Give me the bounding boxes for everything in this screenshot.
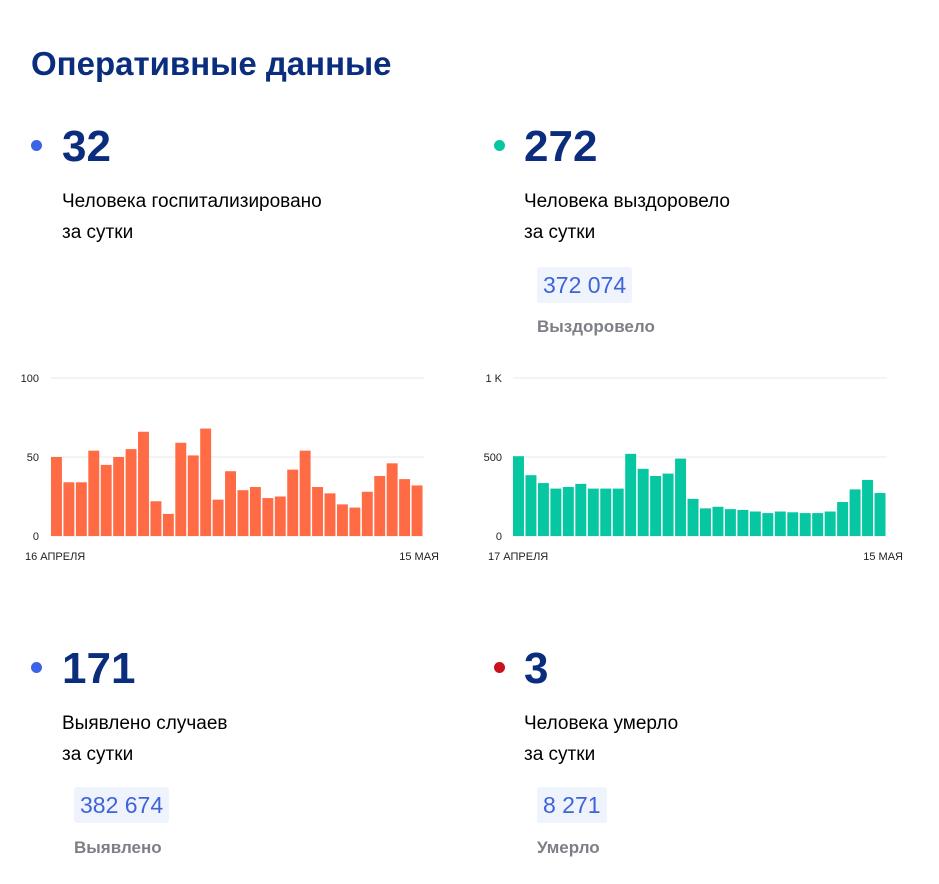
bar [625, 453, 637, 536]
bar [513, 456, 524, 536]
bar [537, 483, 549, 536]
hospitalized-description-line2: за сутки [62, 222, 134, 243]
bar [187, 455, 199, 536]
bar [324, 493, 336, 536]
y-tick-label: 500 [484, 452, 502, 464]
bar [125, 449, 137, 536]
bar [550, 488, 562, 536]
bar [51, 457, 62, 536]
bar [88, 450, 100, 536]
bar [749, 511, 761, 536]
bar [75, 482, 87, 536]
detected-description-line2: за сутки [62, 744, 134, 765]
died-description: Человека умерло за сутки [524, 708, 678, 770]
bar [299, 450, 311, 536]
bar [662, 473, 674, 536]
bar [575, 483, 587, 536]
bar [100, 464, 112, 536]
detected-dot-icon [31, 662, 42, 673]
bar [138, 431, 149, 536]
bar [212, 499, 224, 536]
bar [849, 489, 861, 536]
bar [737, 509, 749, 536]
bar [675, 458, 687, 536]
bar [150, 501, 162, 536]
y-tick-label: 50 [27, 452, 39, 464]
y-tick-label: 0 [496, 531, 502, 543]
x-start-label: 17 АПРЕЛЯ [488, 551, 548, 563]
bar [874, 493, 886, 536]
bar [650, 475, 662, 536]
recovered-total-label: Выздоровело [537, 317, 655, 336]
bar [687, 498, 699, 536]
bar [700, 508, 711, 536]
bar [562, 487, 574, 536]
bar [262, 498, 274, 536]
recovered-bar-chart: 0 500 1 K 17 АПРЕЛЯ 15 МАЯ [484, 373, 903, 563]
bar [162, 513, 174, 536]
recovered-description: Человека выздоровело за сутки [524, 186, 730, 248]
bar [200, 428, 212, 536]
y-tick-label: 0 [33, 531, 39, 543]
bar [525, 475, 537, 536]
bar [374, 475, 386, 536]
hospitalized-value: 32 [62, 122, 111, 171]
bar [587, 488, 599, 536]
bar [249, 487, 261, 536]
bar [862, 479, 874, 536]
detected-value: 171 [62, 644, 136, 693]
bar [175, 442, 187, 536]
detected-description-line1: Выявлено случаев [62, 713, 228, 734]
bar [724, 509, 736, 536]
hospitalized-description-line1: Человека госпитализировано [62, 191, 322, 212]
bar [63, 482, 75, 536]
bar [637, 468, 649, 536]
bar [274, 496, 286, 536]
bar [824, 511, 836, 536]
bar [386, 463, 398, 536]
bar [837, 502, 849, 536]
detected-description: Выявлено случаев за сутки [62, 708, 227, 770]
bar [799, 513, 811, 536]
page-title: Оперативные данные [31, 45, 392, 82]
bar [787, 512, 799, 536]
bar [225, 471, 236, 536]
bar [361, 491, 373, 536]
bar [349, 507, 361, 536]
hospitalized-description: Человека госпитализировано за сутки [62, 186, 322, 248]
y-tick-label: 100 [21, 373, 39, 385]
died-value: 3 [524, 644, 549, 693]
bar [774, 511, 786, 536]
bar [237, 490, 249, 536]
y-tick-label: 1 K [485, 373, 502, 385]
bar [762, 513, 774, 536]
x-end-label: 15 МАЯ [399, 551, 439, 563]
bar [812, 513, 824, 536]
bar [600, 488, 612, 536]
recovered-dot-icon [494, 140, 505, 151]
bar [113, 457, 125, 536]
bar [287, 469, 299, 536]
died-total-badge: 8 271 [537, 787, 607, 823]
x-end-label: 15 МАЯ [863, 551, 903, 563]
bar [312, 487, 324, 536]
recovered-value: 272 [524, 122, 598, 171]
bar [411, 485, 423, 536]
died-dot-icon [494, 662, 505, 673]
hospitalized-bar-chart: 0 50 100 16 АПРЕЛЯ 15 МАЯ [21, 373, 439, 563]
detected-total-label: Выявлено [74, 838, 162, 857]
recovered-description-line2: за сутки [524, 222, 596, 243]
bar [712, 506, 724, 536]
bar [612, 488, 624, 536]
died-description-line2: за сутки [524, 744, 596, 765]
bar [336, 504, 348, 536]
died-total-label: Умерло [537, 838, 600, 857]
bar [399, 479, 411, 536]
x-start-label: 16 АПРЕЛЯ [25, 551, 85, 563]
died-description-line1: Человека умерло [524, 713, 679, 734]
recovered-description-line1: Человека выздоровело [524, 191, 731, 212]
detected-total-badge: 382 674 [74, 787, 170, 823]
hospitalized-dot-icon [31, 140, 42, 151]
recovered-total-badge: 372 074 [537, 267, 633, 303]
